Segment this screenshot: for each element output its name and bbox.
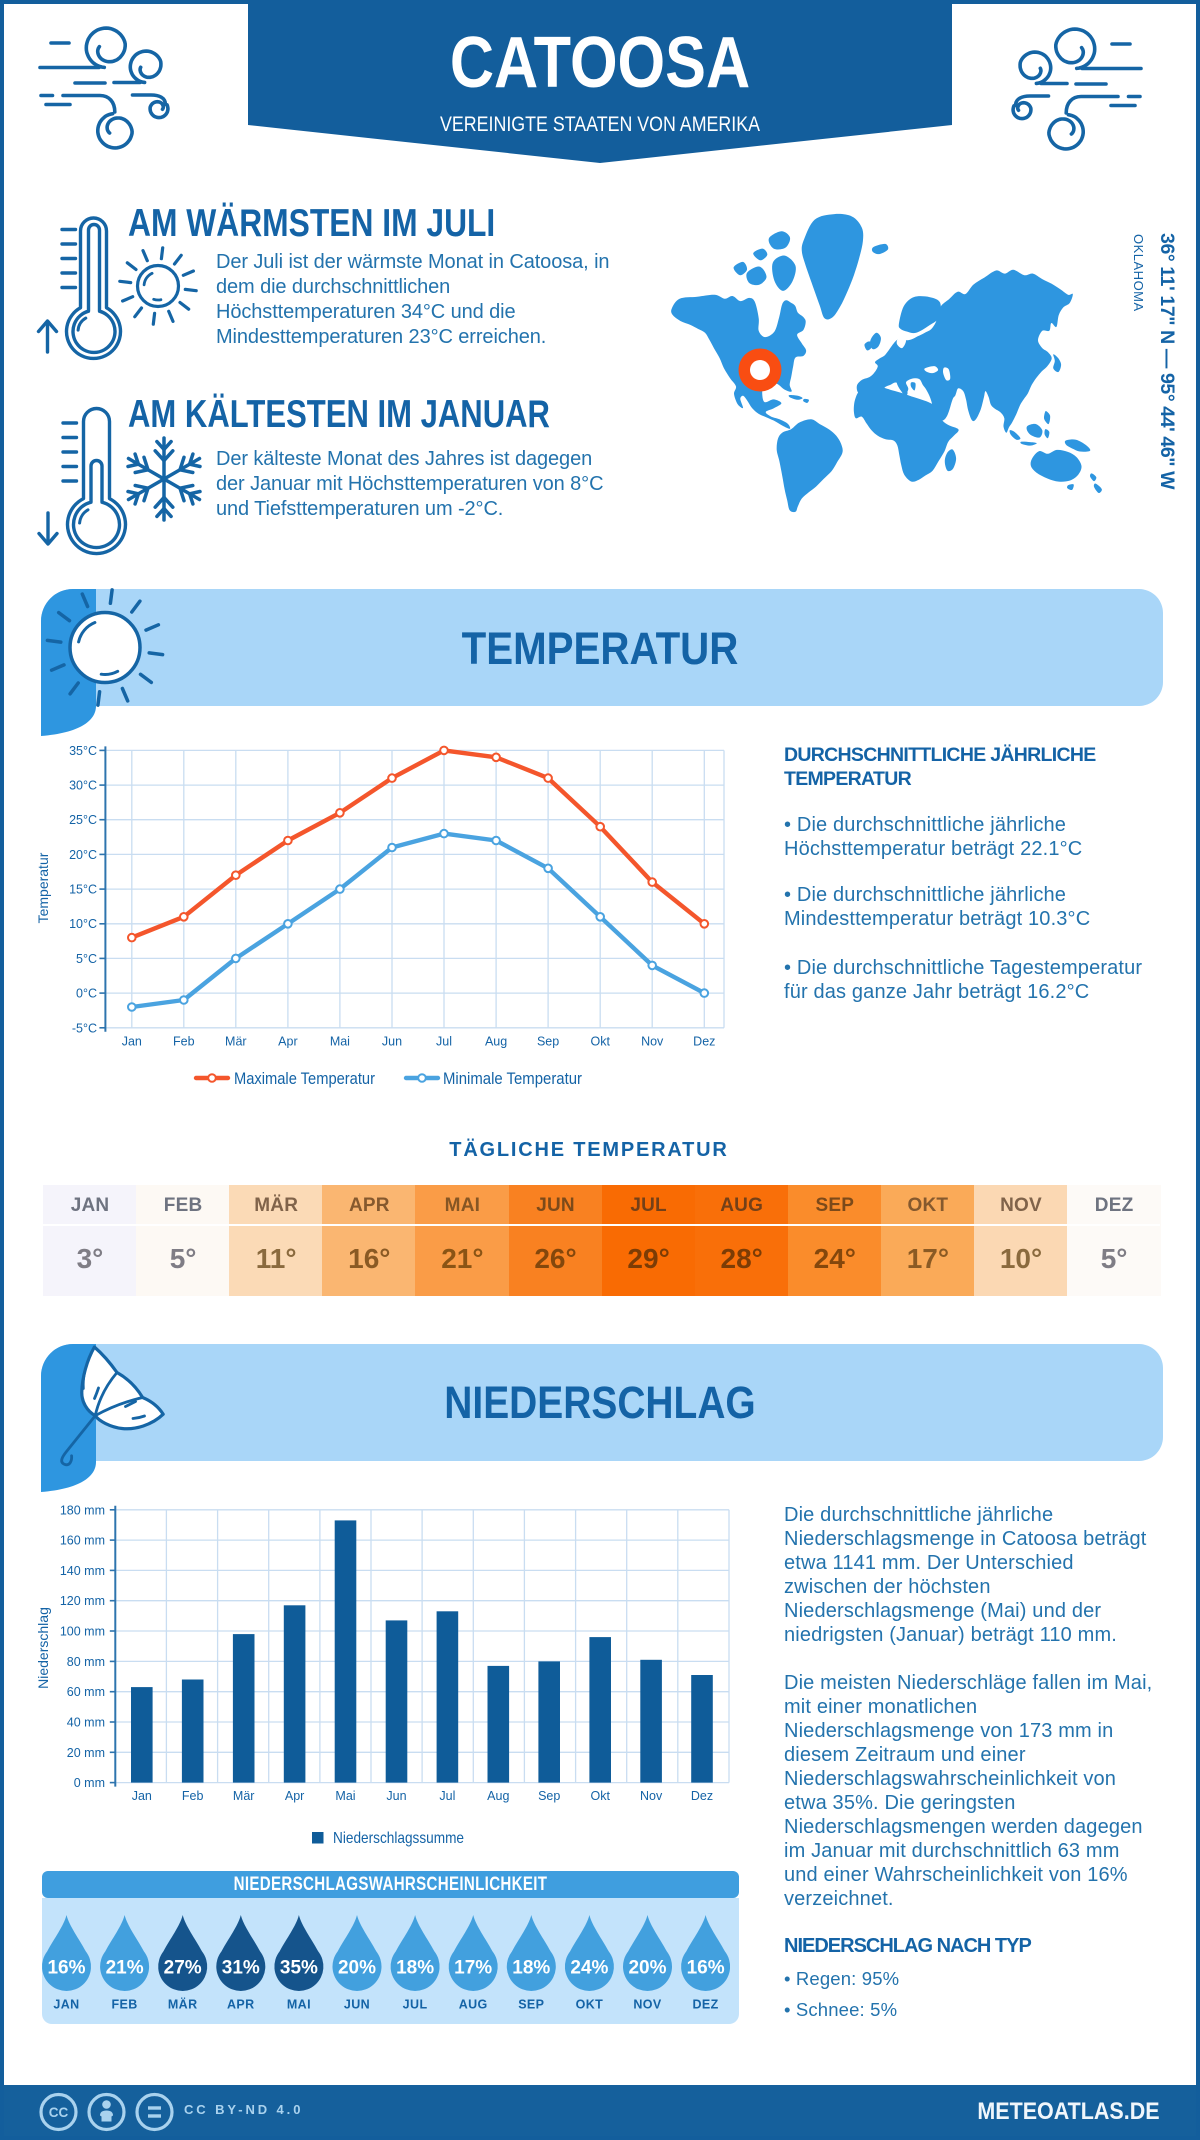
svg-text:31%: 31%	[222, 1958, 260, 1979]
svg-text:Apr: Apr	[278, 1035, 297, 1049]
svg-text:30°C: 30°C	[69, 779, 97, 793]
svg-text:Minimale Temperatur: Minimale Temperatur	[443, 1070, 582, 1088]
svg-text:18%: 18%	[512, 1958, 550, 1979]
svg-text:Okt: Okt	[590, 1035, 610, 1049]
svg-text:18%: 18%	[396, 1958, 434, 1979]
svg-text:15°C: 15°C	[69, 883, 97, 897]
svg-text:Jul: Jul	[436, 1035, 452, 1049]
svg-text:20%: 20%	[628, 1958, 666, 1979]
svg-text:JUL: JUL	[403, 1998, 428, 2012]
svg-text:Niederschlagssumme: Niederschlagssumme	[333, 1830, 464, 1847]
svg-text:Apr: Apr	[285, 1789, 304, 1803]
svg-text:JAN: JAN	[53, 1998, 79, 2012]
svg-text:APR: APR	[227, 1998, 255, 2012]
svg-text:100 mm: 100 mm	[60, 1625, 105, 1639]
svg-text:Nov: Nov	[641, 1035, 664, 1049]
svg-text:80 mm: 80 mm	[67, 1655, 105, 1669]
svg-text:21%: 21%	[106, 1958, 144, 1979]
svg-text:17%: 17%	[454, 1958, 492, 1979]
svg-text:OKT: OKT	[576, 1998, 604, 2012]
svg-text:Temperatur: Temperatur	[35, 852, 51, 923]
svg-text:Dez: Dez	[691, 1789, 713, 1803]
svg-text:35°C: 35°C	[69, 744, 97, 758]
svg-text:5°C: 5°C	[76, 952, 97, 966]
svg-text:JUN: JUN	[344, 1998, 370, 2012]
svg-text:SEP: SEP	[518, 1998, 544, 2012]
svg-text:Jan: Jan	[132, 1789, 152, 1803]
svg-text:Jul: Jul	[439, 1789, 455, 1803]
svg-text:Aug: Aug	[485, 1035, 507, 1049]
svg-text:Mär: Mär	[225, 1035, 247, 1049]
svg-text:CC: CC	[49, 2105, 69, 2120]
svg-text:60 mm: 60 mm	[67, 1685, 105, 1699]
svg-text:35%: 35%	[280, 1958, 318, 1979]
svg-text:MÄR: MÄR	[168, 1997, 198, 2012]
svg-text:0 mm: 0 mm	[74, 1776, 105, 1790]
svg-text:Jun: Jun	[386, 1789, 406, 1803]
svg-text:Nov: Nov	[640, 1789, 663, 1803]
svg-text:Dez: Dez	[693, 1035, 715, 1049]
svg-text:20°C: 20°C	[69, 848, 97, 862]
svg-text:Maximale Temperatur: Maximale Temperatur	[234, 1070, 375, 1088]
svg-text:Niederschlag: Niederschlag	[35, 1607, 51, 1689]
svg-text:25°C: 25°C	[69, 813, 97, 827]
svg-text:AUG: AUG	[459, 1998, 488, 2012]
svg-text:Mär: Mär	[233, 1789, 255, 1803]
svg-text:MAI: MAI	[287, 1998, 311, 2012]
svg-text:-5°C: -5°C	[72, 1021, 97, 1035]
svg-text:120 mm: 120 mm	[60, 1594, 105, 1608]
svg-text:FEB: FEB	[111, 1998, 137, 2012]
svg-text:180 mm: 180 mm	[60, 1503, 105, 1517]
svg-text:0°C: 0°C	[76, 987, 97, 1001]
svg-text:24%: 24%	[570, 1958, 608, 1979]
svg-text:27%: 27%	[164, 1958, 202, 1979]
svg-text:DEZ: DEZ	[692, 1998, 718, 2012]
svg-text:Mai: Mai	[330, 1035, 350, 1049]
svg-text:Feb: Feb	[182, 1789, 204, 1803]
svg-text:Sep: Sep	[538, 1789, 560, 1803]
svg-text:20 mm: 20 mm	[67, 1746, 105, 1760]
svg-text:Jan: Jan	[122, 1035, 142, 1049]
svg-text:NOV: NOV	[633, 1998, 662, 2012]
svg-text:Mai: Mai	[335, 1789, 355, 1803]
svg-text:140 mm: 140 mm	[60, 1564, 105, 1578]
svg-text:16%: 16%	[687, 1958, 725, 1979]
svg-text:10°C: 10°C	[69, 917, 97, 931]
svg-text:Jun: Jun	[382, 1035, 402, 1049]
svg-text:20%: 20%	[338, 1958, 376, 1979]
svg-text:Okt: Okt	[590, 1789, 610, 1803]
svg-text:16%: 16%	[47, 1958, 85, 1979]
svg-text:Sep: Sep	[537, 1035, 559, 1049]
svg-text:40 mm: 40 mm	[67, 1716, 105, 1730]
svg-text:Feb: Feb	[173, 1035, 195, 1049]
svg-text:160 mm: 160 mm	[60, 1534, 105, 1548]
svg-text:Aug: Aug	[487, 1789, 509, 1803]
